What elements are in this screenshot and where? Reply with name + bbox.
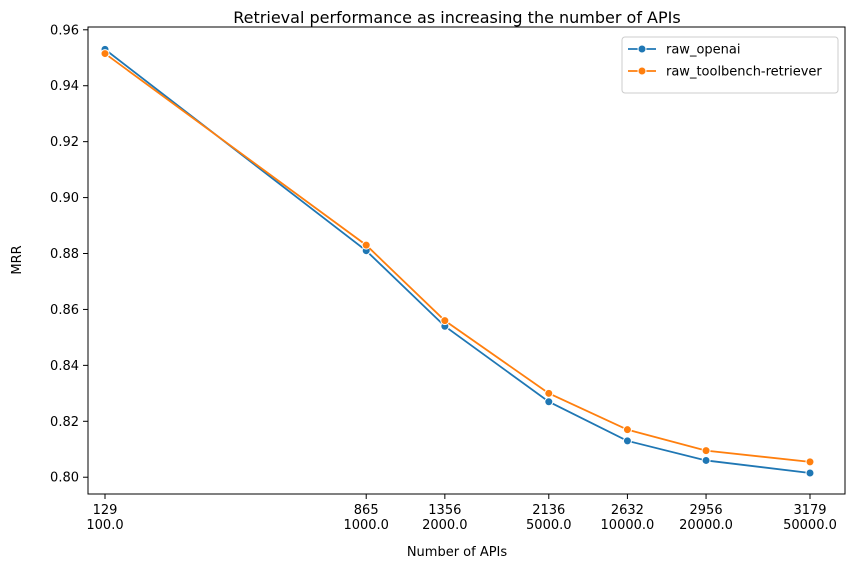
x-tick-sublabel: 50000.0 bbox=[783, 518, 837, 533]
y-tick-label: 0.84 bbox=[50, 359, 79, 374]
x-tick-sublabel: 10000.0 bbox=[601, 518, 655, 533]
series-line-1 bbox=[104, 48, 811, 474]
x-axis-title: Number of APIs bbox=[407, 545, 508, 560]
y-tick-label: 0.86 bbox=[50, 303, 79, 318]
data-point bbox=[544, 388, 554, 398]
x-tick-label: 2956 bbox=[690, 503, 723, 518]
y-axis-title: MRR bbox=[10, 245, 25, 274]
data-point bbox=[805, 457, 815, 467]
data-point bbox=[544, 397, 554, 407]
plot-area: 0.800.820.840.860.880.900.920.940.961291… bbox=[50, 23, 846, 533]
legend-marker bbox=[637, 44, 647, 54]
y-tick-label: 0.92 bbox=[50, 135, 79, 150]
x-tick-label: 3179 bbox=[793, 503, 826, 518]
x-tick-sublabel: 5000.0 bbox=[526, 518, 572, 533]
legend-label: raw_toolbench-retriever bbox=[666, 65, 822, 80]
y-tick-label: 0.94 bbox=[50, 79, 79, 94]
y-tick-label: 0.96 bbox=[50, 23, 79, 38]
x-tick-sublabel: 100.0 bbox=[86, 518, 123, 533]
data-point bbox=[440, 316, 450, 326]
legend: raw_openai raw_toolbench-retriever bbox=[621, 36, 839, 94]
legend-marker bbox=[637, 66, 647, 76]
x-tick-label: 2632 bbox=[611, 503, 644, 518]
x-tick-label: 1356 bbox=[428, 503, 461, 518]
y-tick-label: 0.88 bbox=[50, 247, 79, 262]
data-point bbox=[361, 240, 371, 250]
x-tick-label: 129 bbox=[93, 503, 118, 518]
chart-title: Retrieval performance as increasing the … bbox=[233, 8, 680, 27]
x-tick-sublabel: 1000.0 bbox=[343, 518, 389, 533]
x-tick-label: 2136 bbox=[532, 503, 565, 518]
legend-box bbox=[621, 36, 839, 94]
data-point bbox=[622, 436, 632, 446]
y-tick-label: 0.80 bbox=[50, 471, 79, 486]
legend-label: raw_openai bbox=[666, 43, 740, 58]
data-point bbox=[805, 468, 815, 478]
plot-frame bbox=[87, 26, 846, 495]
y-tick-label: 0.90 bbox=[50, 191, 79, 206]
data-point bbox=[701, 446, 711, 456]
data-point bbox=[100, 49, 110, 59]
series-line-2 bbox=[104, 52, 811, 463]
data-point bbox=[622, 425, 632, 435]
x-tick-sublabel: 2000.0 bbox=[422, 518, 468, 533]
x-tick-label: 865 bbox=[354, 503, 379, 518]
y-tick-label: 0.82 bbox=[50, 415, 79, 430]
x-tick-sublabel: 20000.0 bbox=[679, 518, 733, 533]
data-point bbox=[701, 455, 711, 465]
